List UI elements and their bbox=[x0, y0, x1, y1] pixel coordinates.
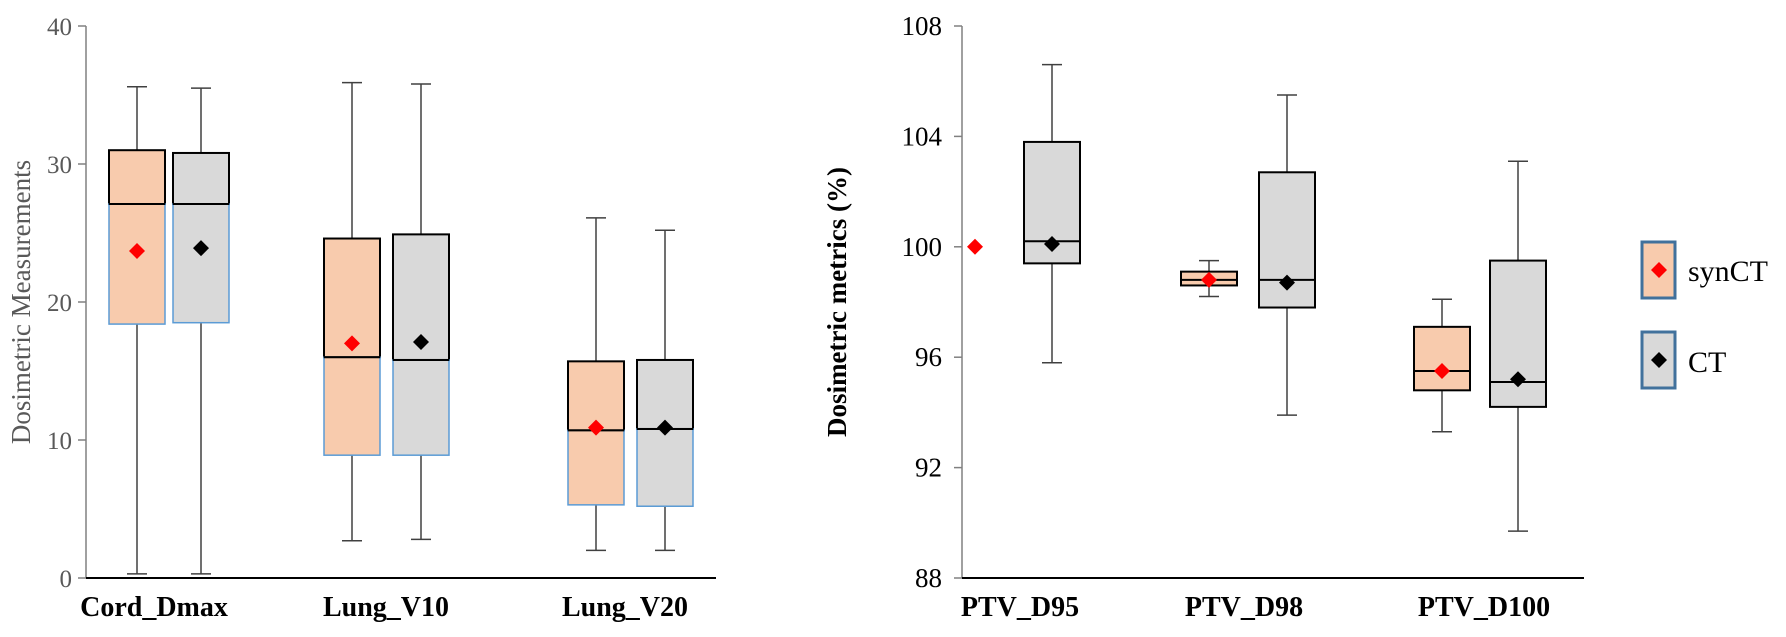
lower-quartile-box bbox=[323, 356, 381, 456]
legend-item-ct: CT bbox=[1640, 330, 1726, 390]
right-category-label: PTV_D98 bbox=[1185, 592, 1303, 623]
left-y-tick-label: 0 bbox=[60, 566, 73, 593]
lower-quartile-box bbox=[392, 359, 450, 456]
mean-marker bbox=[1279, 274, 1295, 291]
right-y-tick-label: 88 bbox=[915, 563, 942, 593]
right-category-labels: PTV_D95 PTV_D98 PTV_D100 bbox=[961, 592, 1550, 623]
legend-synct-label: synCT bbox=[1688, 255, 1768, 288]
left-y-tick-label: 30 bbox=[47, 152, 72, 179]
mean-marker bbox=[129, 242, 145, 259]
right-y-ticks: 88 92 96 100 104 108 bbox=[902, 11, 962, 593]
left-box-ct-lung_v10 bbox=[392, 83, 450, 541]
legend-synct-diamond-icon bbox=[1651, 262, 1667, 278]
upper-quartile-box bbox=[636, 358, 694, 430]
right-y-tick-label: 92 bbox=[915, 453, 942, 483]
left-category-label: Lung_V20 bbox=[562, 592, 688, 623]
lower-quartile-box bbox=[108, 203, 166, 325]
mean-marker bbox=[1510, 371, 1526, 388]
mean-marker bbox=[413, 334, 429, 351]
right-box-synct-ptv_d95 bbox=[967, 238, 983, 255]
right-y-tick-label: 96 bbox=[915, 342, 942, 372]
left-category-labels: Cord_Dmax Lung_V10 Lung_V20 bbox=[80, 592, 688, 623]
right-y-tick-label: 108 bbox=[902, 11, 943, 41]
upper-quartile-box bbox=[172, 151, 230, 206]
right-box-ct-ptv_d100 bbox=[1489, 160, 1547, 532]
left-y-ticks: 0 10 20 30 40 bbox=[47, 14, 86, 593]
left-box-synct-lung_v10 bbox=[323, 81, 381, 542]
mean-marker bbox=[1201, 271, 1217, 288]
right-category-label: PTV_D100 bbox=[1418, 592, 1550, 623]
upper-quartile-box bbox=[567, 360, 625, 432]
right-box-synct-ptv_d100 bbox=[1413, 298, 1471, 433]
left-box-ct-cord_dmax bbox=[172, 87, 230, 575]
lower-quartile-box bbox=[172, 203, 230, 324]
mean-marker bbox=[967, 238, 983, 255]
legend-item-synct: synCT bbox=[1640, 240, 1768, 300]
left-box-synct-lung_v20 bbox=[567, 217, 625, 552]
mean-marker bbox=[344, 335, 360, 352]
legend-ct-diamond-icon bbox=[1651, 352, 1667, 368]
left-box-ct-lung_v20 bbox=[636, 229, 694, 552]
right-y-tick-label: 104 bbox=[902, 121, 943, 151]
right-box-synct-ptv_d98 bbox=[1180, 259, 1238, 298]
left-y-tick-label: 20 bbox=[47, 290, 72, 317]
mean-marker bbox=[588, 419, 604, 436]
legend: synCT CT bbox=[1640, 240, 1768, 390]
right-box-ct-ptv_d98 bbox=[1258, 94, 1316, 416]
right-box-chart: 88 92 96 100 104 108 PTV_D95 PTV_D98 PTV_D100 D… bbox=[822, 11, 1584, 623]
left-category-label: Lung_V10 bbox=[323, 592, 449, 623]
mean-marker bbox=[1044, 236, 1060, 253]
right-box-ct-ptv_d95 bbox=[1023, 63, 1081, 364]
quartile-box bbox=[1413, 325, 1471, 392]
left-boxes bbox=[108, 81, 694, 575]
mean-marker bbox=[193, 240, 209, 257]
mean-marker bbox=[657, 419, 673, 436]
upper-quartile-box bbox=[108, 149, 166, 206]
mean-marker bbox=[1434, 363, 1450, 379]
lower-quartile-box bbox=[636, 428, 694, 507]
left-box-chart: 0 10 20 30 40 Cord_Dmax Lung_V10 Lung_V20 Dosi… bbox=[6, 14, 716, 623]
left-y-axis-label: Dosimetric Measurements bbox=[6, 160, 36, 444]
right-y-axis-label: Dosimetric metrics (%) bbox=[822, 167, 852, 437]
legend-ct-label: CT bbox=[1688, 346, 1726, 379]
left-box-synct-cord_dmax bbox=[108, 85, 166, 575]
left-category-label: Cord_Dmax bbox=[80, 592, 228, 623]
left-y-tick-label: 10 bbox=[47, 428, 72, 455]
lower-quartile-box bbox=[567, 429, 625, 506]
right-boxes bbox=[967, 63, 1547, 532]
right-y-tick-label: 100 bbox=[902, 232, 943, 262]
left-y-tick-label: 40 bbox=[47, 14, 72, 41]
right-category-label: PTV_D95 bbox=[961, 592, 1079, 623]
